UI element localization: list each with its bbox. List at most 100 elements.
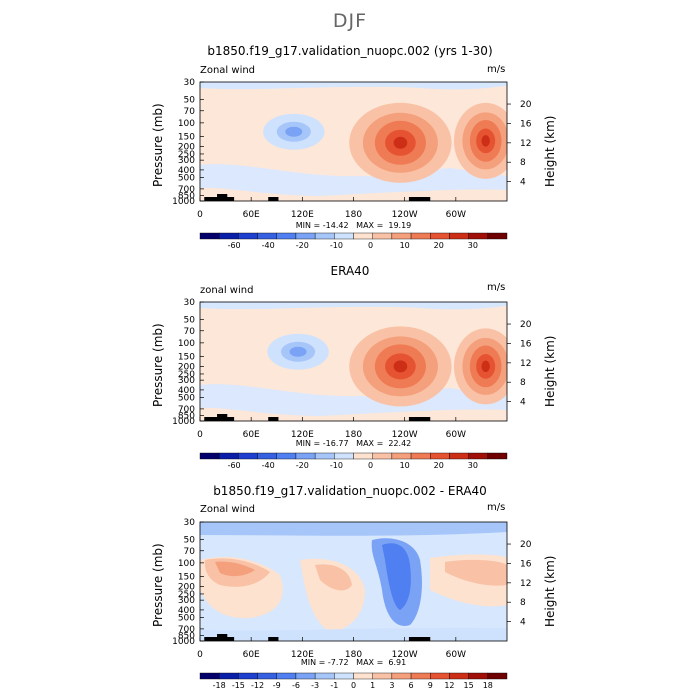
panel-title: ERA40	[330, 264, 370, 278]
diff-band-top	[200, 522, 507, 536]
colorbar-box	[487, 672, 508, 680]
contour-fields	[200, 522, 507, 641]
pressure-tick-label: 850	[178, 411, 195, 421]
pressure-tick-label: 1000	[172, 197, 195, 207]
pressure-tick-label: 250	[178, 150, 195, 160]
colorbar-box	[295, 672, 316, 680]
height-tick-label: 4	[520, 618, 526, 628]
height-tick-label: 16	[520, 559, 532, 569]
min-max-stats: MIN = -14.42 MAX = 19.19	[295, 221, 412, 230]
lon-tick-label: 60W	[446, 210, 466, 220]
colorbar-label: -9	[273, 681, 281, 690]
easterly-region	[289, 346, 307, 357]
height-tick-label: 16	[520, 119, 532, 129]
variable-label: zonal wind	[200, 285, 254, 296]
lon-tick-label: 120W	[392, 210, 418, 220]
height-tick-label: 20	[520, 540, 532, 550]
topography	[217, 414, 228, 417]
colorbar-label: -20	[296, 241, 309, 250]
topography	[268, 637, 279, 641]
units-label: m/s	[487, 502, 506, 513]
colorbar-label: -60	[228, 241, 241, 250]
min-max-stats: MIN = -7.72 MAX = 6.91	[300, 658, 407, 667]
lon-tick-label: 60E	[243, 430, 260, 440]
colorbar-box	[314, 672, 335, 680]
pressure-tick-label: 100	[178, 119, 195, 129]
colorbar-label: -15	[232, 681, 245, 690]
topography	[204, 417, 235, 421]
min-max-stats: MIN = -16.77 MAX = 22.42	[295, 439, 412, 448]
pressure-tick-label: 150	[178, 353, 195, 363]
variable-label: Zonal wind	[200, 65, 256, 76]
colorbar-label: -12	[251, 681, 264, 690]
colorbar-box	[391, 672, 412, 680]
colorbar-box	[468, 672, 489, 680]
lon-tick-label: 60W	[446, 430, 466, 440]
pressure-tick-label: 70	[184, 547, 196, 557]
colorbar-box	[449, 672, 469, 680]
height-tick-label: 16	[520, 339, 532, 349]
easterly-region	[285, 126, 303, 137]
variable-label: Zonal wind	[200, 504, 256, 515]
pressure-tick-label: 150	[178, 133, 195, 143]
diff-negative	[382, 543, 411, 610]
diff-positive	[445, 559, 507, 586]
pressure-tick-label: 700	[178, 185, 195, 195]
pressure-tick-label: 100	[178, 339, 195, 349]
units-label: m/s	[487, 282, 506, 293]
panel-title: b1850.f19_g17.validation_nuopc.002 - ERA…	[213, 484, 487, 498]
colorbar-box	[257, 672, 277, 680]
pressure-tick-label: 700	[178, 405, 195, 415]
colorbar-box	[238, 672, 258, 680]
pressure-tick-label: 300	[178, 376, 195, 386]
panel-title: b1850.f19_g17.validation_nuopc.002 (yrs …	[207, 44, 493, 58]
contour-fields	[200, 302, 507, 421]
height-tick-label: 4	[520, 178, 526, 188]
height-tick-label: 8	[520, 158, 526, 168]
colorbar-label: 20	[434, 461, 444, 470]
lon-tick-label: 60W	[446, 650, 466, 660]
lon-tick-label: 120W	[392, 650, 418, 660]
height-tick-label: 12	[520, 359, 531, 369]
colorbar-label: -1	[330, 681, 338, 690]
colorbar-box	[218, 672, 239, 680]
colorbar-box	[487, 452, 508, 460]
lon-tick-label: 180	[345, 210, 362, 220]
pressure-tick-label: 30	[184, 78, 196, 88]
topography	[217, 634, 228, 637]
colorbar-label: 10	[400, 241, 410, 250]
height-tick-label: 4	[520, 398, 526, 408]
lon-tick-label: 0	[197, 210, 203, 220]
pressure-tick-label: 850	[178, 631, 195, 641]
pressure-tick-label: 70	[184, 107, 196, 117]
figure-title: DJF	[332, 10, 368, 32]
colorbar-label: -6	[292, 681, 300, 690]
colorbar-label: -18	[213, 681, 226, 690]
colorbar-box	[199, 672, 220, 680]
units-label: m/s	[487, 64, 506, 75]
lon-tick-label: 60E	[243, 210, 260, 220]
contour-plot: 3050701001502002503004005007008501000201…	[172, 518, 532, 690]
lon-tick-label: 120E	[291, 650, 314, 660]
pressure-tick-label: 200	[178, 362, 195, 372]
contour-plot: 3050701001502002503004005007008501000201…	[172, 78, 532, 250]
colorbar-label: 30	[468, 241, 478, 250]
pressure-tick-label: 30	[184, 518, 196, 528]
colorbar-label: -10	[330, 461, 343, 470]
colorbar-label: 0	[368, 241, 373, 250]
lon-tick-label: 0	[197, 430, 203, 440]
pressure-tick-label: 400	[178, 386, 195, 396]
pressure-tick-label: 30	[184, 298, 196, 308]
jet-contour	[393, 360, 408, 373]
colorbar-box	[372, 672, 393, 680]
topography	[217, 194, 228, 197]
colorbar-label: -20	[296, 461, 309, 470]
pressure-tick-label: 50	[184, 95, 196, 105]
pressure-tick-label: 400	[178, 166, 195, 176]
pressure-tick-label: 200	[178, 582, 195, 592]
colorbar-label: 0	[368, 461, 373, 470]
lon-tick-label: 180	[345, 650, 362, 660]
colorbar-label: 3	[389, 681, 394, 690]
pressure-tick-label: 200	[178, 142, 195, 152]
colorbar-label: 10	[400, 461, 410, 470]
